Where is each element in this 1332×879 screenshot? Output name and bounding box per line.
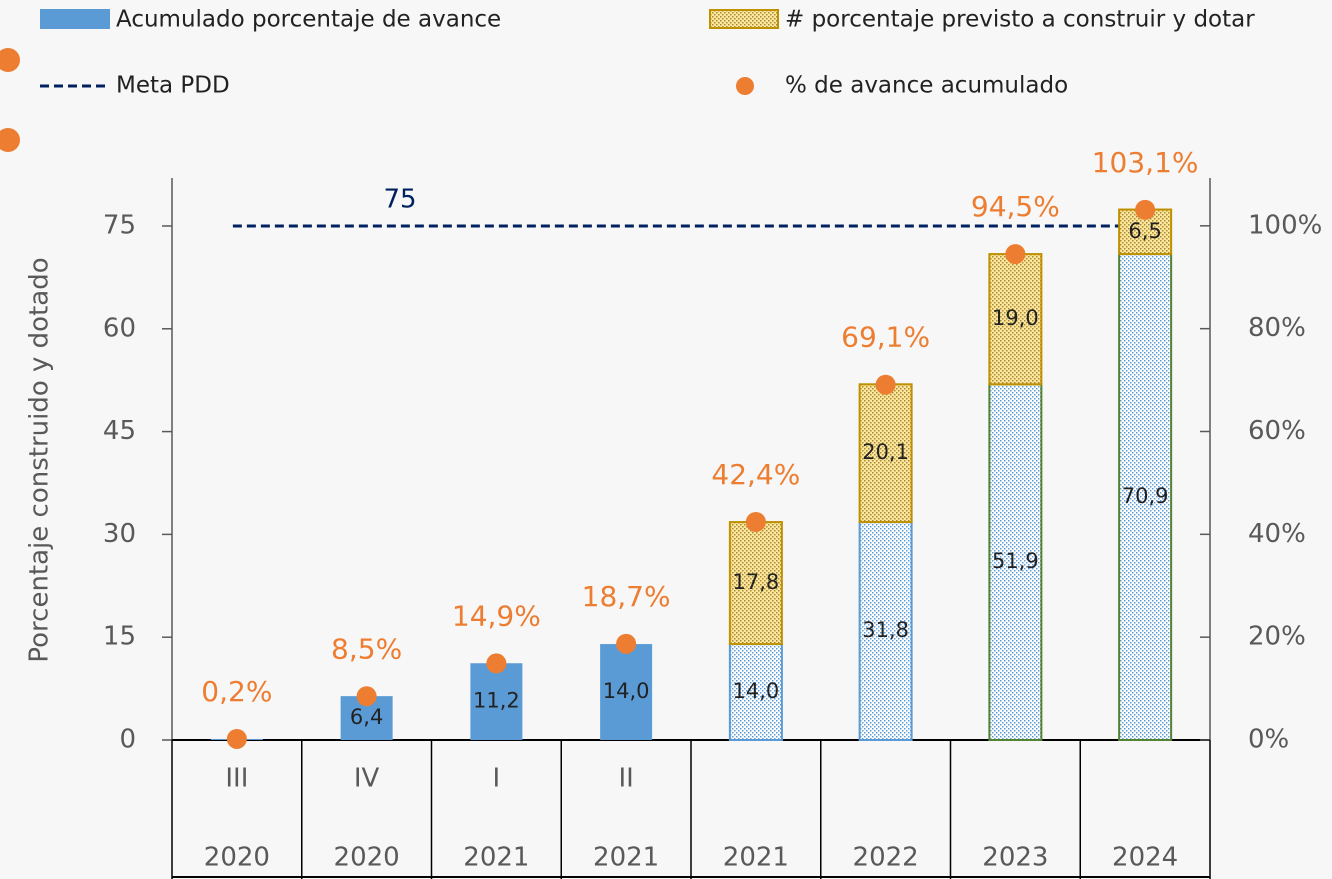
y-tick-label: 60: [103, 313, 136, 343]
point-label: 14,9%: [452, 599, 541, 632]
point-label: 69,1%: [841, 321, 930, 354]
point-label: 103,1%: [1092, 146, 1199, 179]
point-label: 0,2%: [201, 675, 272, 708]
point-label: 94,5%: [971, 190, 1060, 223]
bar-segment: [858, 383, 913, 524]
bar-segment: [600, 644, 653, 740]
bar-segment: [858, 521, 913, 741]
bar-value-label: 14,0: [603, 679, 650, 703]
legend-label: % de avance acumulado: [785, 73, 1068, 99]
bar-value-label: 6,4: [350, 705, 383, 729]
bar-value-label: 70,9: [1122, 484, 1169, 508]
x-year-label: 2020: [334, 843, 400, 873]
x-tick-label: I: [493, 764, 501, 794]
point: [486, 653, 507, 674]
point: [616, 633, 637, 654]
x-tick-label: III: [225, 764, 248, 794]
bar-value-label: 14,0: [732, 679, 779, 703]
x-year-label: 2022: [853, 843, 919, 873]
y-tick-label: 30: [103, 519, 136, 549]
y2-tick-label: 100%: [1248, 210, 1322, 240]
y-tick-label: 75: [103, 210, 136, 240]
point-label: 18,7%: [582, 580, 671, 613]
legend-swatch: [736, 77, 754, 95]
point: [1135, 199, 1156, 220]
y-tick-label: 0: [119, 725, 136, 755]
point: [226, 728, 247, 749]
y2-tick-label: 0%: [1248, 725, 1289, 755]
legend-label: # porcentaje previsto a construir y dota…: [785, 7, 1255, 33]
decoration: [0, 128, 20, 152]
bar-value-label: 20,1: [862, 440, 909, 464]
point: [1005, 244, 1026, 265]
y2-tick-label: 40%: [1248, 519, 1306, 549]
point-label: 42,4%: [711, 458, 800, 491]
x-year-label: 2021: [723, 843, 789, 873]
x-year-label: 2024: [1112, 843, 1178, 873]
y-tick-label: 15: [103, 622, 136, 652]
x-year-label: 2020: [204, 843, 270, 873]
point-label: 8,5%: [331, 632, 402, 665]
bar-value-label: 6,5: [1128, 219, 1161, 243]
point: [745, 511, 766, 532]
legend-swatch: [709, 9, 779, 29]
target-label: 75: [383, 184, 416, 214]
bar-segment: [988, 253, 1043, 386]
legend-swatch: [40, 9, 110, 29]
y2-tick-label: 60%: [1248, 416, 1306, 446]
bar-segment: [1118, 253, 1173, 741]
legend-label: Acumulado porcentaje de avance: [116, 7, 501, 33]
decoration: [0, 48, 20, 72]
x-year-label: 2023: [982, 843, 1048, 873]
bar-value-label: 31,8: [862, 618, 909, 642]
y-axis-label: Porcentaje construido y dotado: [25, 257, 55, 662]
x-tick-label: II: [618, 764, 633, 794]
legend-label: Meta PDD: [116, 73, 230, 99]
bar-segment: [470, 663, 523, 740]
bar-value-label: 19,0: [992, 306, 1039, 330]
bar-segment: [988, 383, 1043, 741]
bar-value-label: 51,9: [992, 549, 1039, 573]
bar-value-label: 11,2: [473, 689, 520, 713]
bar-value-label: 17,8: [732, 570, 779, 594]
point: [356, 686, 377, 707]
y2-tick-label: 20%: [1248, 622, 1306, 652]
y-tick-label: 45: [103, 416, 136, 446]
point: [875, 374, 896, 395]
x-year-label: 2021: [593, 843, 659, 873]
bar-segment: [728, 521, 783, 646]
y2-tick-label: 80%: [1248, 313, 1306, 343]
x-tick-label: IV: [354, 764, 380, 794]
x-year-label: 2021: [463, 843, 529, 873]
